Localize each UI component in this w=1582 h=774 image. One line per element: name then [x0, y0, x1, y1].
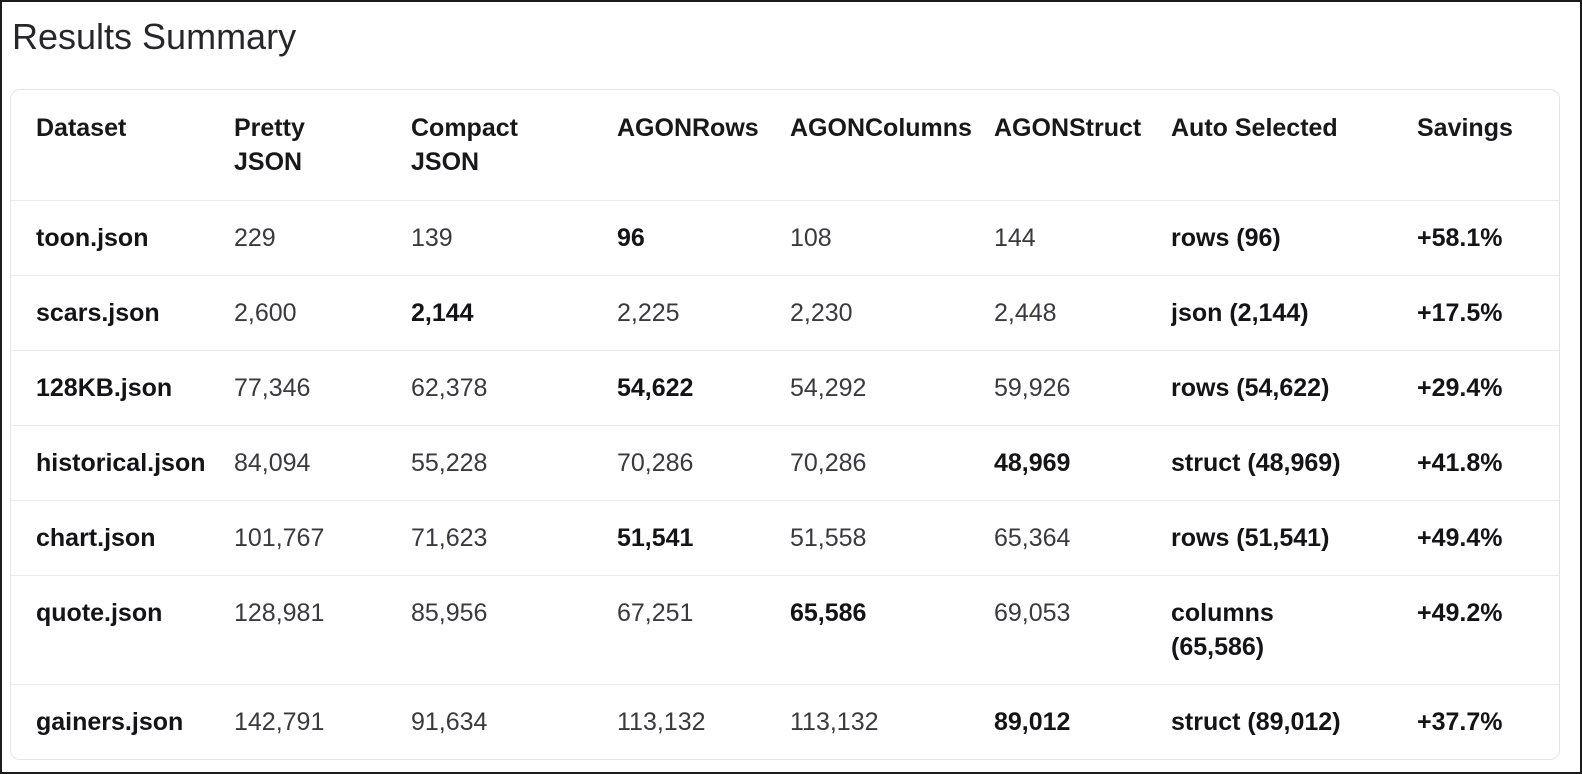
cell-compact: 2,144	[411, 275, 617, 351]
cell-columns: 70,286	[790, 425, 994, 501]
cell-auto: rows (51,541)	[1171, 500, 1417, 576]
cell-columns: 2,230	[790, 275, 994, 351]
cell-rows: 51,541	[617, 500, 790, 576]
cell-compact: 91,634	[411, 708, 488, 736]
cell-auto: struct (48,969)	[1171, 425, 1417, 501]
column-header-savings: Savings	[1417, 90, 1559, 201]
cell-auto: json (2,144)	[1171, 275, 1417, 351]
cell-savings: +41.8%	[1417, 425, 1559, 501]
cell-compact: 62,378	[411, 350, 617, 426]
cell-rows: 96	[617, 200, 790, 276]
cell-dataset: toon.json	[11, 200, 234, 276]
cell-rows: 54,622	[617, 350, 790, 426]
cell-dataset: chart.json	[11, 500, 234, 576]
cell-dataset: quote.json	[11, 575, 234, 685]
cell-columns: 65,586	[790, 575, 994, 685]
cell-struct: 144	[994, 200, 1171, 276]
results-table: Dataset Pretty JSON Compact JSON AGONRows AG…	[11, 90, 1559, 759]
cell-columns: 54,292	[790, 350, 994, 426]
cell-dataset: historical.json	[11, 425, 234, 501]
table-row: gainers.json 142,791 91,634 113,132 113,132 8…	[11, 685, 1559, 760]
cell-savings: +58.1%	[1417, 200, 1559, 276]
column-header-columns: AGONColumns	[790, 90, 994, 201]
cell-rows: 2,225	[617, 275, 790, 351]
cell-rows: 70,286	[617, 425, 790, 501]
cell-dataset: scars.json	[11, 275, 234, 351]
cell-dataset: 128KB.json	[11, 350, 234, 426]
cell-pretty: 101,767	[234, 500, 411, 576]
cell-auto: rows (54,622)	[1171, 350, 1417, 426]
cell-struct: 48,969	[994, 425, 1171, 501]
page-title: Results Summary	[12, 16, 297, 57]
table-row: 128KB.json 77,346 62,378 54,622 54,292 59,926…	[11, 350, 1559, 426]
results-card: Dataset Pretty JSON Compact JSON AGONRows AG…	[10, 89, 1560, 760]
header-row: Dataset Pretty JSON Compact JSON AGONRows AG…	[11, 90, 1559, 201]
column-header-dataset: Dataset	[11, 90, 234, 201]
cell-savings: +49.4%	[1417, 500, 1559, 576]
cell-savings: +17.5%	[1417, 275, 1559, 351]
cell-columns: 113,132	[790, 708, 879, 736]
cell-pretty: 128,981	[234, 575, 411, 685]
cell-struct: 59,926	[994, 350, 1171, 426]
table-row: toon.json 229 139 96 108 144 rows (96) +58.1%	[11, 200, 1559, 276]
cell-pretty: 84,094	[234, 425, 411, 501]
cell-columns: 51,558	[790, 500, 994, 576]
column-header-pretty: Pretty JSON	[234, 90, 411, 201]
cell-savings: +37.7%	[1417, 708, 1503, 736]
cell-compact: 85,956	[411, 575, 617, 685]
cell-struct: 2,448	[994, 275, 1171, 351]
cell-pretty: 229	[234, 200, 411, 276]
table-body: toon.json 229 139 96 108 144 rows (96) +58.1% sc…	[11, 200, 1559, 760]
table-row: quote.json 128,981 85,956 67,251 65,586 69,05…	[11, 575, 1559, 685]
table-row: scars.json 2,600 2,144 2,225 2,230 2,448 json …	[11, 275, 1559, 351]
column-header-struct: AGONStruct	[994, 90, 1171, 201]
cell-savings: +29.4%	[1417, 350, 1559, 426]
cell-dataset: gainers.json	[36, 708, 184, 736]
table-row: historical.json 84,094 55,228 70,286 70,286 4…	[11, 425, 1559, 501]
table-row: chart.json 101,767 71,623 51,541 51,558 65,36…	[11, 500, 1559, 576]
cell-pretty: 77,346	[234, 350, 411, 426]
column-header-auto: Auto Selected	[1171, 90, 1417, 201]
column-header-rows: AGONRows	[617, 90, 790, 201]
cell-struct: 69,053	[994, 575, 1171, 685]
cell-struct: 89,012	[994, 708, 1071, 736]
cell-pretty: 142,791	[234, 708, 325, 736]
cell-savings: +49.2%	[1417, 575, 1559, 685]
cell-auto: columns (65,586)	[1171, 575, 1417, 685]
cell-rows: 113,132	[617, 708, 706, 736]
cell-auto: struct (89,012)	[1171, 708, 1341, 736]
column-header-compact: Compact JSON	[411, 90, 617, 201]
cell-compact: 139	[411, 200, 617, 276]
cell-compact: 71,623	[411, 500, 617, 576]
cell-auto: rows (96)	[1171, 200, 1417, 276]
cell-struct: 65,364	[994, 500, 1171, 576]
cell-pretty: 2,600	[234, 275, 411, 351]
cell-rows: 67,251	[617, 575, 790, 685]
cell-compact: 55,228	[411, 425, 617, 501]
cell-columns: 108	[790, 200, 994, 276]
